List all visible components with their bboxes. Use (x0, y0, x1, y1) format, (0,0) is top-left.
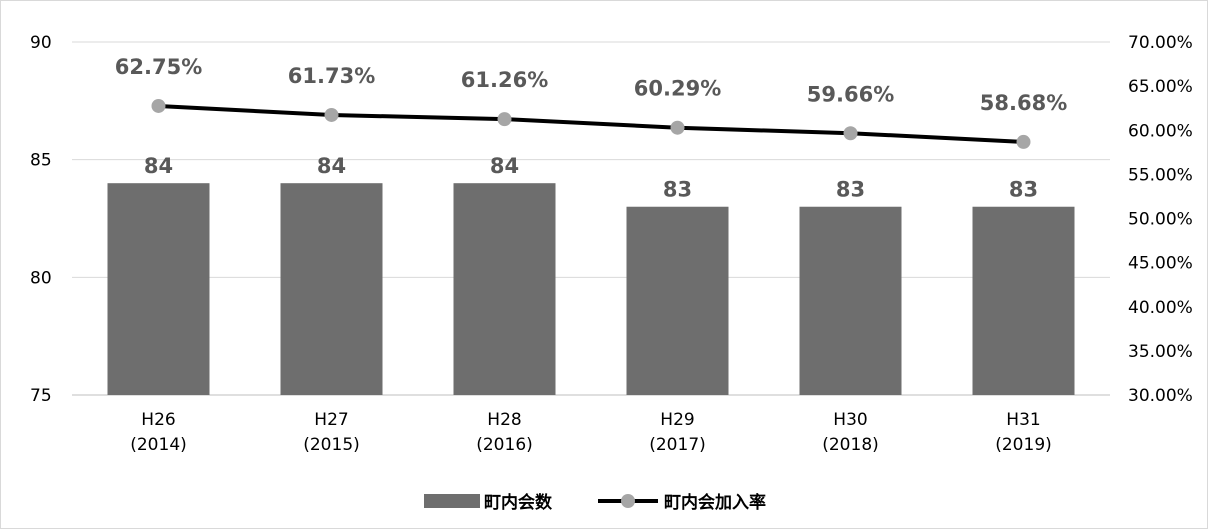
bar-data-label: 83 (663, 178, 692, 202)
line-point (1016, 134, 1031, 149)
left-tick-label: 75 (30, 386, 52, 406)
x-tick-label: H27 (2015) (303, 410, 360, 455)
left-tick-label: 80 (30, 268, 52, 288)
right-tick-label: 30.00% (1128, 386, 1193, 406)
right-tick-label: 35.00% (1128, 342, 1193, 362)
line-data-labels: 62.75% 61.73% 61.26% 60.29% 59.66% 58.68% (115, 55, 1067, 115)
line-series (151, 98, 1031, 149)
series-line (158, 103, 1024, 144)
left-tick-label: 85 (30, 151, 52, 171)
bar (107, 183, 210, 395)
x-tick-label: H26 (2014) (130, 410, 187, 455)
line-point (151, 98, 166, 113)
x-tick-label: H29 (2017) (649, 410, 706, 455)
right-tick-label: 65.00% (1128, 77, 1193, 97)
right-tick-label: 50.00% (1128, 210, 1193, 230)
legend-swatch-bar (424, 494, 480, 508)
gridlines (72, 41, 1110, 396)
right-tick-label: 45.00% (1128, 254, 1193, 274)
left-axis: 90 85 80 75 (30, 33, 52, 406)
line-data-label: 61.73% (288, 64, 375, 88)
line-point (843, 126, 858, 141)
right-tick-label: 60.00% (1128, 121, 1193, 141)
x-tick-label: H30 (2018) (822, 410, 879, 455)
right-tick-label: 40.00% (1128, 298, 1193, 318)
line-point (324, 107, 339, 122)
bar-data-labels: 84 84 84 83 83 83 (144, 154, 1038, 202)
legend-label-line: 町内会加入率 (664, 492, 766, 513)
line-point (670, 120, 685, 135)
left-tick-label: 90 (30, 33, 52, 53)
line-data-label: 59.66% (807, 82, 894, 106)
bar (799, 206, 902, 395)
x-tick-label: H28 (2016) (476, 410, 533, 455)
bar-data-label: 84 (317, 154, 346, 178)
legend-label-bar: 町内会数 (484, 492, 553, 513)
line-data-label: 60.29% (634, 77, 721, 101)
right-tick-label: 70.00% (1128, 33, 1193, 53)
bar (626, 206, 729, 395)
line-data-label: 61.26% (461, 68, 548, 92)
legend-swatch-marker (621, 494, 635, 508)
bar-data-label: 84 (144, 154, 173, 178)
bar-series (107, 183, 1075, 395)
right-tick-label: 55.00% (1128, 165, 1193, 185)
bar-data-label: 83 (1009, 178, 1038, 202)
line-data-label: 58.68% (980, 91, 1067, 115)
bar-data-label: 84 (490, 154, 519, 178)
line-point (497, 112, 512, 127)
legend: 町内会数 町内会加入率 (424, 492, 766, 513)
bar (280, 183, 383, 395)
bar-data-label: 83 (836, 178, 865, 202)
x-tick-label: H31 (2019) (995, 410, 1052, 455)
right-axis: 70.00% 65.00% 60.00% 55.00% 50.00% 45.00% 40.0… (1128, 33, 1193, 406)
x-axis: H26 (2014) H27 (2015) H28 (2016) H29 (2017) H30(… (130, 410, 1052, 455)
bar (972, 206, 1075, 395)
bar (453, 183, 556, 395)
line-data-label: 62.75% (115, 55, 202, 79)
